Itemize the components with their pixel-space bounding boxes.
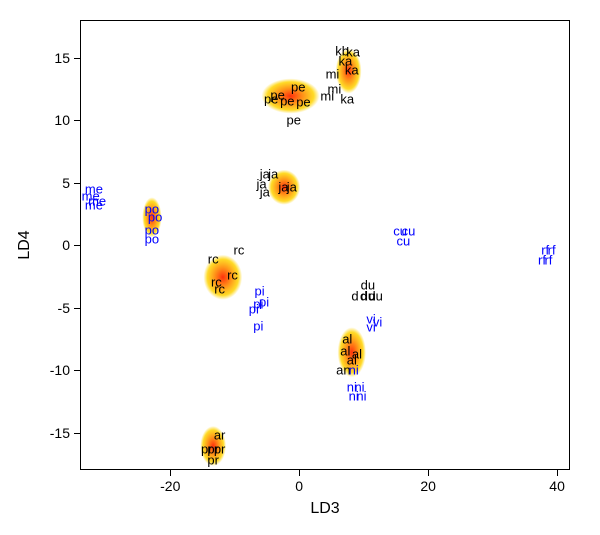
y-tick-label: 15: [54, 50, 70, 66]
plot-box: memememepopopoporcrcrcrcrcpipipipipijaja…: [80, 20, 570, 470]
scatter-point-label: pe: [296, 96, 310, 109]
y-tick-mark: [74, 245, 80, 246]
scatter-point-label: pe: [291, 81, 305, 94]
scatter-point-label: pe: [264, 92, 278, 105]
x-tick-label: 0: [295, 478, 303, 494]
scatter-point-label: mi: [326, 67, 340, 80]
scatter-point-label: cu: [396, 235, 410, 248]
scatter-point-label: ja: [268, 167, 278, 180]
scatter-point-label: rc: [234, 243, 245, 256]
scatter-point-label: mi: [320, 90, 334, 103]
x-axis-label: LD3: [310, 500, 339, 518]
scatter-point-label: ni: [349, 363, 359, 376]
scatter-point-label: pe: [280, 95, 294, 108]
x-tick-label: 20: [420, 478, 436, 494]
y-tick-mark: [74, 433, 80, 434]
x-tick-label: 40: [549, 478, 565, 494]
scatter-point-label: pi: [249, 302, 259, 315]
y-tick-mark: [74, 370, 80, 371]
y-tick-label: 0: [62, 237, 70, 253]
y-axis-label: LD4: [16, 230, 34, 259]
y-tick-label: -5: [58, 300, 70, 316]
scatter-point-label: pi: [253, 320, 263, 333]
scatter-point-label: rc: [208, 252, 219, 265]
y-tick-label: 5: [62, 175, 70, 191]
x-tick-label: -20: [160, 478, 180, 494]
scatter-point-label: ar: [214, 428, 226, 441]
scatter-point-label: me: [88, 195, 106, 208]
x-tick-mark: [299, 470, 300, 476]
plot-container: memememepopopoporcrcrcrcrcpipipipipijaja…: [0, 0, 600, 535]
y-tick-mark: [74, 308, 80, 309]
y-tick-label: -10: [50, 362, 70, 378]
scatter-point-label: rc: [214, 282, 225, 295]
y-tick-label: 10: [54, 112, 70, 128]
scatter-point-label: du: [368, 290, 382, 303]
scatter-point-label: ka: [340, 92, 354, 105]
scatter-point-label: vi: [373, 316, 382, 329]
scatter-point-label: pr: [207, 453, 219, 466]
scatter-point-label: d: [351, 290, 358, 303]
x-tick-mark: [170, 470, 171, 476]
scatter-point-label: pi: [259, 296, 269, 309]
y-tick-mark: [74, 120, 80, 121]
scatter-point-label: ka: [345, 63, 359, 76]
x-tick-mark: [557, 470, 558, 476]
scatter-point-label: ja: [287, 181, 297, 194]
scatter-point-label: ja: [260, 186, 270, 199]
y-tick-mark: [74, 58, 80, 59]
y-tick-mark: [74, 183, 80, 184]
x-tick-mark: [428, 470, 429, 476]
scatter-point-label: po: [145, 232, 159, 245]
scatter-point-label: rc: [227, 268, 238, 281]
scatter-point-label: rf: [544, 253, 552, 266]
scatter-point-label: ni: [356, 390, 366, 403]
scatter-point-label: pe: [287, 113, 301, 126]
y-tick-label: -15: [50, 425, 70, 441]
